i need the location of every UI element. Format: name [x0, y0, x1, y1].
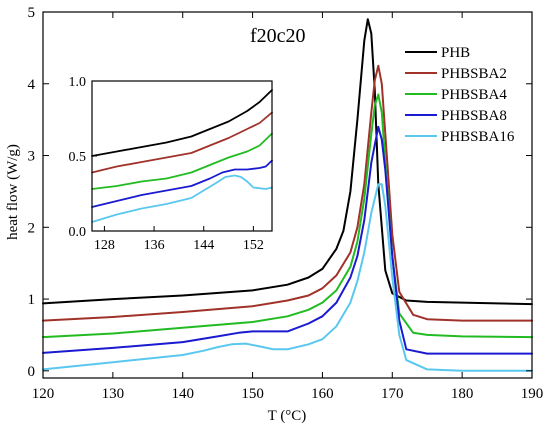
legend-label-phbsba8: PHBSBA8: [441, 108, 507, 124]
main-series-lines: [42, 18, 533, 372]
main-x-tick-label: 130: [102, 386, 125, 402]
legend: PHB PHBSBA2 PHBSBA4 PHBSBA8 PHBSBA16: [405, 45, 515, 145]
main-y-tick-label: 4: [28, 77, 36, 93]
main-line-phb: [42, 18, 533, 306]
legend-label-phbsba2: PHBSBA2: [441, 66, 507, 82]
main-y-tick-label: 3: [28, 149, 36, 165]
inset-y-tick-label: 0.0: [69, 225, 87, 240]
main-y-tick-label: 0: [28, 364, 36, 380]
inset-y-tick-label: 0.5: [69, 150, 87, 165]
inset-x-tick-label: 128: [94, 238, 115, 253]
main-x-tick-label: 190: [521, 386, 544, 402]
x-axis-label: T (°C): [268, 408, 307, 424]
inset-x-tick-label: 144: [193, 238, 214, 253]
main-line-phbsba4: [42, 93, 533, 339]
main-y-tick-label: 5: [28, 5, 36, 21]
inset-line-series-2: [91, 111, 273, 174]
main-x-tick-label: 150: [241, 386, 264, 402]
inset-background: [60, 75, 276, 253]
main-x-tick-label: 160: [311, 386, 334, 402]
main-x-tick-label: 170: [381, 386, 404, 402]
main-plot-frame: [42, 11, 533, 379]
inset-line-series-4: [91, 159, 273, 208]
main-axis-ticks: 120 130 140 150 160 170 180 190 0 1 2 3 4 5: [28, 5, 544, 402]
inset-series-lines: [91, 89, 273, 223]
inset-line-series-3: [91, 132, 273, 190]
y-axis-label: heat flow (W/g): [5, 144, 21, 240]
legend-label-phbsba16: PHBSBA16: [441, 129, 515, 145]
main-line-phbsba16: [42, 183, 533, 372]
main-line-phbsba2: [42, 64, 533, 322]
main-x-tick-label: 120: [32, 386, 55, 402]
inset-axis-ticks: 128 136 144 152 0.0 0.5 1.0: [69, 75, 264, 253]
main-line-phbsba8: [42, 125, 533, 355]
main-y-tick-label: 2: [28, 220, 36, 236]
inset-line-series-1: [91, 89, 273, 157]
main-x-tick-label: 140: [171, 386, 194, 402]
inset-x-tick-label: 136: [144, 238, 165, 253]
inset-y-tick-label: 1.0: [69, 75, 87, 90]
main-x-tick-label: 180: [451, 386, 474, 402]
legend-label-phbsba4: PHBSBA4: [441, 87, 507, 103]
chart-title: f20c20: [250, 25, 306, 47]
main-y-tick-label: 1: [28, 292, 36, 308]
inset-x-tick-label: 152: [243, 238, 264, 253]
inset-line-series-5: [91, 174, 273, 223]
legend-label-phb: PHB: [441, 45, 470, 61]
